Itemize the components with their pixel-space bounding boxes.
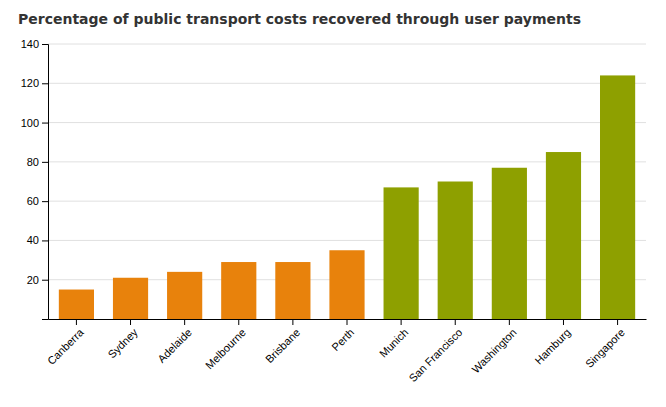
x-tick-label: Singapore (583, 326, 627, 370)
x-tick-mark (509, 319, 510, 325)
x-tick: Sydney (105, 319, 140, 361)
x-tick-mark (455, 319, 456, 325)
y-tick-mark (42, 83, 48, 84)
x-tick-label: Brisbane (263, 326, 302, 365)
x-tick-mark (563, 319, 564, 325)
y-tick: 40 (27, 234, 48, 246)
bar (492, 168, 527, 319)
y-tick: 20 (27, 274, 48, 286)
x-tick: Canberra (45, 319, 87, 367)
y-tick-label: 40 (27, 234, 39, 246)
y-axis-line (42, 45, 49, 320)
x-tick-mark (292, 319, 293, 325)
x-tick-mark (238, 319, 239, 325)
y-tick-mark (42, 162, 48, 163)
bar (167, 272, 202, 319)
y-tick-label: 80 (27, 156, 39, 168)
chart: Canberra Sydney AdelaideMelbourne Brisbane P… (0, 0, 666, 407)
x-tick-label: Adelaide (155, 326, 194, 365)
y-tick: 120 (21, 77, 48, 89)
x-tick: Brisbane (263, 319, 302, 365)
x-tick-label: Washington (469, 326, 518, 375)
grid-line (48, 83, 646, 84)
y-tick-mark (42, 280, 48, 281)
x-tick: Hamburg (532, 319, 572, 367)
y-tick-mark (42, 201, 48, 202)
bar (113, 278, 148, 319)
y-tick: 100 (21, 117, 48, 129)
x-tick: San Francisco (406, 319, 464, 384)
x-tick: Munich (377, 319, 411, 360)
x-tick-mark (617, 319, 618, 325)
bar (600, 75, 635, 319)
bar (59, 290, 94, 319)
y-tick-mark (42, 44, 48, 45)
y-tick-label: 20 (27, 274, 39, 286)
grid-line (48, 44, 646, 45)
y-tick-mark (42, 123, 48, 124)
y-tick: 140 (21, 38, 48, 50)
x-tick-mark (184, 319, 185, 325)
y-tick-mark (42, 240, 48, 241)
y-tick-label: 100 (21, 117, 39, 129)
x-tick: Singapore (583, 319, 627, 370)
x-tick: Perth (329, 319, 356, 353)
x-tick-mark (347, 319, 348, 325)
y-tick-label: 120 (21, 77, 39, 89)
bar (221, 262, 256, 319)
x-tick-mark (401, 319, 402, 325)
x-tick: Washington (469, 319, 518, 375)
x-axis: Canberra Sydney AdelaideMelbourne Brisbane P… (45, 319, 647, 384)
title: Percentage of public transport costs rec… (18, 11, 581, 27)
x-tick-label: Munich (377, 326, 411, 360)
bar (546, 152, 581, 319)
y-axis: 20 40 60 80 100 120 140 (21, 38, 49, 319)
x-tick: Adelaide (155, 319, 194, 365)
plot: Canberra Sydney AdelaideMelbourne Brisbane P… (21, 38, 647, 384)
x-tick-label: Sydney (105, 326, 140, 361)
x-tick-label: Perth (329, 326, 356, 353)
x-tick-mark (76, 319, 77, 325)
y-tick-label: 60 (27, 195, 39, 207)
bar (384, 187, 419, 319)
bars (59, 75, 635, 319)
bar (329, 250, 364, 319)
x-tick-mark (130, 319, 131, 325)
x-tick-label: Hamburg (532, 326, 572, 366)
x-tick-label: San Francisco (406, 326, 464, 384)
grid-line (48, 122, 646, 123)
y-tick-label: 140 (21, 38, 39, 50)
y-tick: 60 (27, 195, 48, 207)
x-tick: Melbourne (203, 319, 248, 371)
x-tick-label: Canberra (45, 325, 87, 367)
x-tick-label: Melbourne (203, 326, 248, 371)
y-tick: 80 (27, 156, 48, 168)
bar (438, 182, 473, 320)
bar (275, 262, 310, 319)
